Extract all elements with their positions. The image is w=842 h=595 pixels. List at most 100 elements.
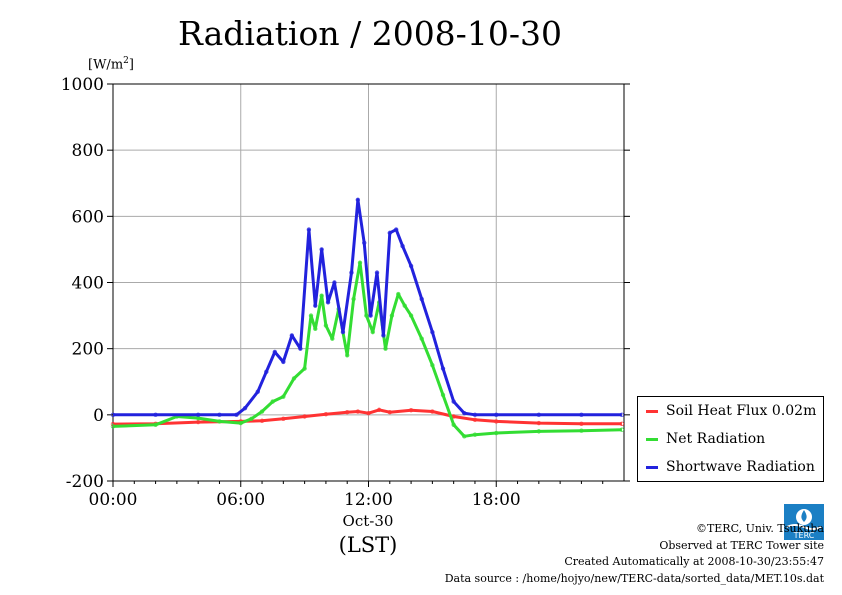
data-point — [462, 410, 467, 416]
credits: ©TERC, Univ. Tsukuba Observed at TERC To… — [445, 521, 824, 587]
data-point — [619, 427, 625, 432]
data-point — [298, 346, 303, 351]
data-point — [579, 421, 584, 426]
credit-site: Observed at TERC Tower site — [659, 538, 824, 552]
data-point — [291, 376, 297, 381]
data-point — [462, 434, 467, 439]
y-tick-label: 400 — [72, 274, 104, 294]
data-point — [302, 366, 307, 371]
data-point — [330, 336, 335, 341]
data-point — [472, 432, 478, 437]
data-point — [451, 399, 456, 404]
legend-label: Shortwave Radiation — [666, 459, 815, 475]
data-point — [319, 247, 324, 252]
data-point — [364, 313, 369, 318]
legend-label: Soil Heat Flux 0.02m — [666, 403, 817, 419]
y-tick-label: -200 — [66, 472, 104, 492]
y-tick-label: 200 — [72, 340, 104, 360]
data-point — [376, 407, 382, 413]
data-point — [408, 408, 414, 413]
data-point — [332, 280, 337, 285]
data-point — [313, 303, 318, 308]
chart-title: Radiation / 2008-10-30 — [178, 14, 562, 53]
legend: Soil Heat Flux 0.02m Net Radiation Short… — [637, 396, 824, 482]
data-point — [393, 227, 399, 232]
data-point — [579, 412, 584, 418]
data-point — [313, 326, 318, 332]
data-point — [340, 329, 346, 335]
data-point — [366, 410, 371, 416]
data-point — [281, 416, 286, 422]
x-tick-label: 06:00 — [216, 490, 265, 510]
x-tick-label: 12:00 — [344, 490, 393, 510]
credit-source: Data source : /home/hojyo/new/TERC-data/… — [444, 571, 824, 585]
data-point — [402, 303, 407, 308]
data-point — [281, 394, 286, 399]
data-point — [396, 291, 401, 297]
data-point — [110, 424, 116, 429]
data-point — [242, 406, 248, 411]
legend-swatch — [646, 437, 658, 441]
data-point — [238, 420, 243, 426]
data-point — [440, 366, 446, 371]
data-point — [430, 329, 435, 335]
series-line-1 — [112, 261, 622, 438]
data-point — [270, 399, 275, 404]
data-point — [494, 430, 499, 436]
data-point — [272, 349, 278, 355]
data-point — [472, 412, 478, 418]
y-tick-label: 0 — [93, 406, 104, 426]
data-point — [494, 419, 499, 424]
data-point — [357, 260, 363, 265]
data-point — [430, 409, 435, 414]
data-point — [419, 336, 424, 341]
data-point — [217, 412, 222, 418]
legend-item-soil-heat-flux: Soil Heat Flux 0.02m — [638, 401, 816, 421]
data-point — [619, 421, 625, 426]
data-point — [419, 296, 424, 302]
data-point — [408, 313, 414, 318]
terc-logo-icon: TERC — [784, 504, 824, 540]
data-point — [259, 409, 265, 414]
data-point — [387, 230, 392, 236]
unit-superscript: 2 — [123, 56, 129, 66]
data-point — [345, 353, 350, 358]
data-point — [289, 333, 295, 338]
x-tick-label: 00:00 — [89, 490, 138, 510]
data-point — [374, 270, 380, 275]
x-axis-timezone-label: (LST) — [338, 533, 398, 557]
data-point — [355, 409, 361, 414]
data-point — [306, 227, 312, 232]
data-point — [381, 333, 386, 338]
data-point — [619, 412, 625, 418]
data-point — [355, 197, 361, 202]
data-point — [536, 420, 542, 426]
data-point — [302, 414, 307, 419]
legend-label: Net Radiation — [666, 431, 766, 447]
unit-base: [W/m — [88, 57, 124, 73]
data-point — [536, 429, 542, 434]
data-point — [370, 329, 375, 335]
data-point — [451, 422, 456, 427]
data-point — [110, 412, 116, 418]
credit-created: Created Automatically at 2008-10-30/23:5… — [564, 555, 824, 568]
data-point — [323, 411, 329, 417]
data-point — [217, 419, 222, 424]
data-point — [362, 240, 367, 245]
y-tick-label: 800 — [72, 141, 104, 161]
data-point — [389, 313, 395, 318]
data-point — [351, 296, 356, 302]
data-point — [308, 313, 314, 318]
data-point — [440, 392, 446, 398]
y-tick-label: 1000 — [61, 75, 104, 95]
series-line-2 — [113, 198, 622, 417]
unit-end: ] — [128, 57, 134, 73]
logo-text: TERC — [793, 531, 815, 540]
legend-item-shortwave-radiation: Shortwave Radiation — [638, 457, 815, 477]
data-point — [494, 412, 499, 418]
data-point — [368, 313, 373, 318]
data-point — [383, 346, 388, 351]
legend-swatch — [646, 409, 658, 413]
x-axis-date-label: Oct-30 — [342, 512, 394, 530]
